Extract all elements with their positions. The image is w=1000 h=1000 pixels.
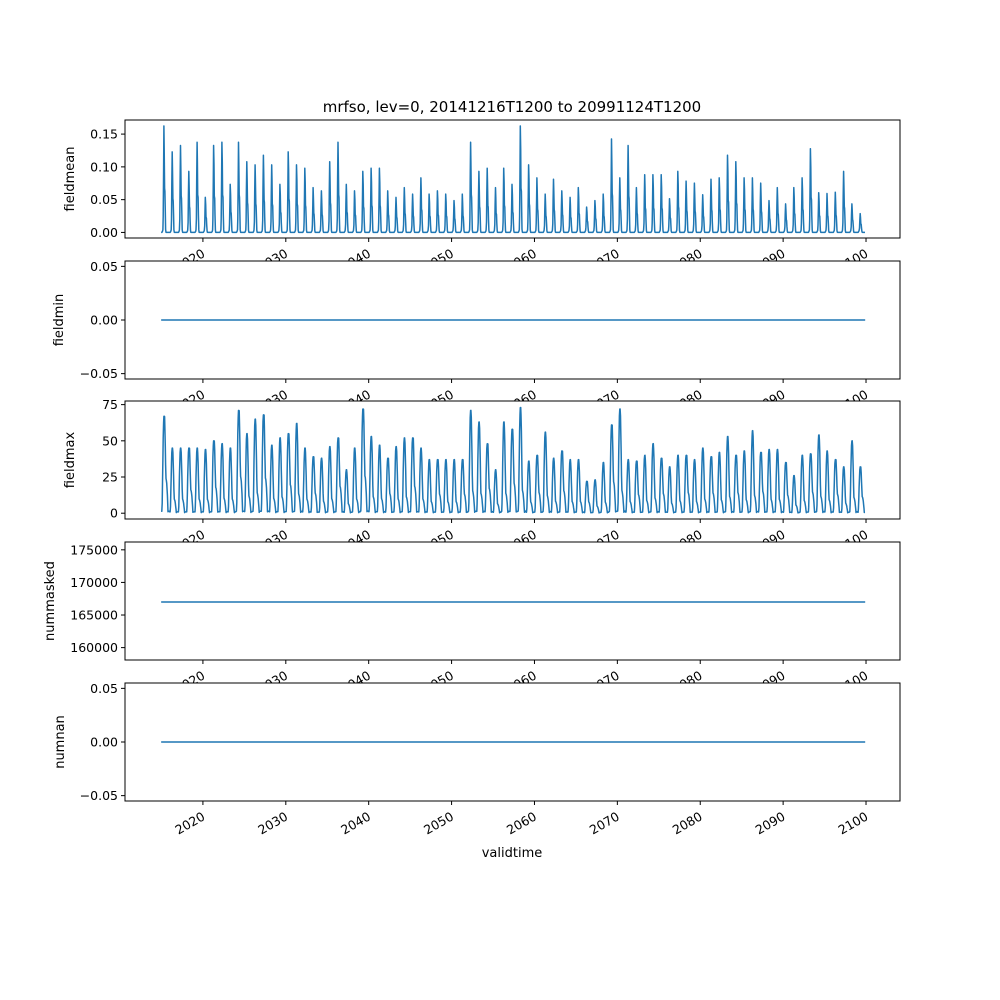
y-tick-label: 75: [102, 397, 118, 412]
y-tick-label: 0.05: [90, 681, 118, 696]
axes-frame: [124, 119, 901, 239]
axes-frame: [124, 400, 901, 520]
y-tick-label: 0.10: [90, 159, 118, 174]
y-tick-label: −0.05: [80, 788, 118, 803]
y-axis-label: fieldmean: [63, 147, 78, 212]
y-axis-label: numnan: [53, 715, 68, 769]
series-line-fieldmax: [160, 406, 866, 514]
y-axis-label: fieldmin: [52, 294, 67, 347]
y-tick-label: 25: [102, 470, 118, 485]
y-tick-label: 0.00: [90, 313, 118, 328]
y-tick-label: 0.05: [90, 192, 118, 207]
y-tick-label: 175000: [70, 542, 118, 557]
y-tick-label: 160000: [70, 640, 118, 655]
y-tick-label: −0.05: [80, 366, 118, 381]
y-axis-label: nummasked: [43, 561, 58, 641]
plot-area: [125, 120, 900, 238]
y-tick-label: 0.05: [90, 259, 118, 274]
y-tick-label: 50: [102, 433, 118, 448]
chart-title: mrfso, lev=0, 20141216T1200 to 20991124T…: [323, 98, 701, 116]
y-tick-label: 170000: [70, 575, 118, 590]
y-tick-label: 0.15: [90, 127, 118, 142]
y-tick-label: 0: [110, 506, 118, 521]
axes-frame: [124, 541, 901, 661]
plot-area: [125, 542, 900, 660]
y-tick-label: 0.00: [90, 735, 118, 750]
y-tick-label: 0.00: [90, 225, 118, 240]
y-axis-label: fieldmax: [63, 432, 78, 489]
series-line-fieldmean: [160, 125, 866, 234]
x-axis-label: validtime: [482, 846, 543, 861]
y-tick-label: 165000: [70, 608, 118, 623]
